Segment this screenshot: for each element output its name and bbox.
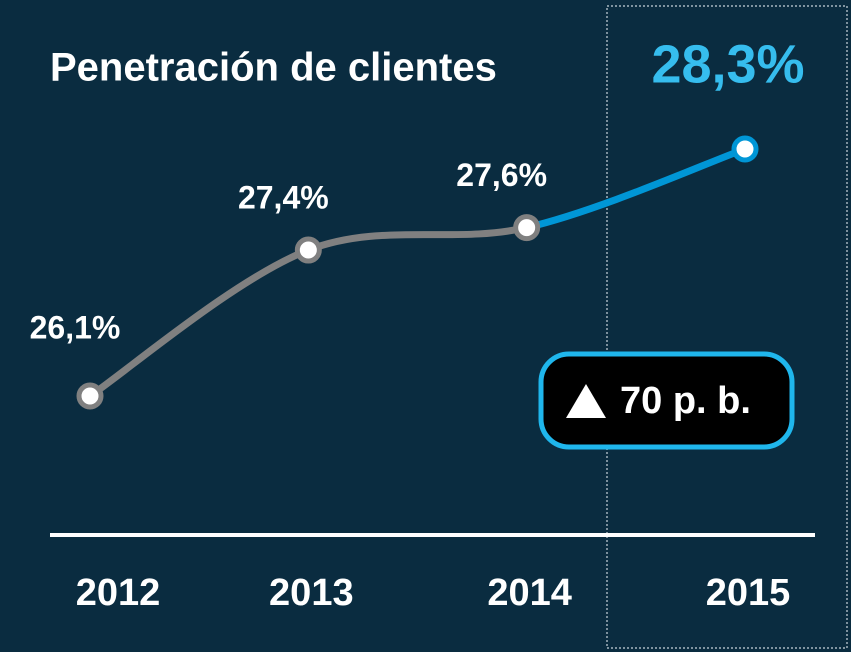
x-tick-label: 2015	[706, 572, 791, 614]
chart-title: Penetración de clientes	[50, 46, 497, 90]
point	[294, 236, 322, 264]
data-label: 27,6%	[456, 157, 547, 193]
x-tick-label: 2014	[487, 572, 572, 614]
x-tick-label: 2013	[269, 572, 354, 614]
data-label: 26,1%	[30, 309, 121, 345]
point	[513, 214, 541, 242]
x-tick-label: 2012	[76, 572, 161, 614]
line-highlight	[525, 145, 747, 232]
point	[731, 135, 759, 163]
up-arrow	[566, 384, 606, 418]
highlight-box	[606, 5, 848, 649]
annotation-badge	[538, 351, 795, 450]
highlight-value: 28,3%	[651, 34, 804, 94]
data-label: 27,4%	[238, 179, 329, 215]
point	[76, 382, 104, 410]
annotation: 70 p. b.	[620, 380, 751, 422]
